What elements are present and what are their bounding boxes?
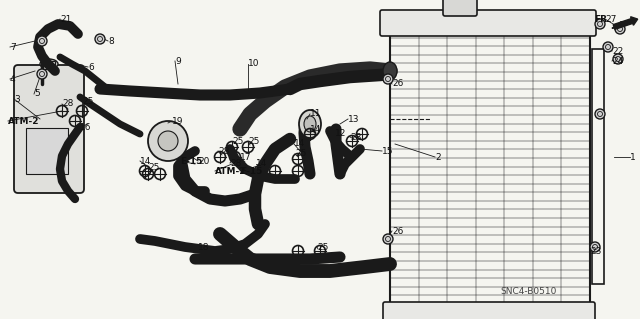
- Circle shape: [148, 121, 188, 161]
- Bar: [390, 29, 590, 304]
- Text: 5: 5: [34, 90, 40, 99]
- Circle shape: [603, 42, 613, 52]
- Text: 14: 14: [140, 157, 152, 166]
- Text: 12: 12: [335, 130, 346, 138]
- Text: 27: 27: [605, 14, 616, 24]
- Text: ATM-2: ATM-2: [8, 116, 40, 125]
- Text: 14: 14: [294, 139, 305, 149]
- Text: 28: 28: [350, 132, 362, 142]
- Text: 2: 2: [435, 152, 440, 161]
- Text: 22: 22: [612, 47, 623, 56]
- Text: 23: 23: [590, 247, 602, 256]
- Circle shape: [613, 54, 623, 64]
- Text: 25: 25: [148, 162, 159, 172]
- Text: 18: 18: [198, 242, 209, 251]
- Text: 28: 28: [62, 100, 74, 108]
- Circle shape: [383, 74, 393, 84]
- FancyBboxPatch shape: [443, 0, 477, 16]
- Circle shape: [590, 242, 600, 252]
- Text: 19: 19: [172, 116, 184, 125]
- FancyBboxPatch shape: [383, 302, 595, 319]
- Text: 14: 14: [310, 124, 321, 133]
- Text: 13: 13: [348, 115, 360, 123]
- Text: 9: 9: [175, 56, 180, 65]
- Circle shape: [95, 34, 105, 44]
- Ellipse shape: [304, 116, 316, 132]
- Text: 25: 25: [317, 242, 328, 251]
- Text: 7: 7: [10, 42, 16, 51]
- Bar: [592, 49, 604, 284]
- Text: 28: 28: [230, 159, 241, 167]
- Circle shape: [158, 131, 178, 151]
- Text: 3: 3: [14, 94, 20, 103]
- Ellipse shape: [383, 62, 397, 80]
- FancyArrow shape: [613, 17, 637, 29]
- Text: 25: 25: [295, 150, 307, 159]
- Text: 26: 26: [392, 226, 403, 235]
- Text: SNC4-B0510: SNC4-B0510: [500, 286, 556, 295]
- Text: 10: 10: [248, 60, 259, 69]
- Text: 16: 16: [80, 122, 92, 131]
- Text: 25: 25: [248, 137, 259, 145]
- Circle shape: [595, 19, 605, 29]
- Ellipse shape: [40, 59, 58, 69]
- Text: 26: 26: [392, 79, 403, 88]
- Text: 6: 6: [88, 63, 93, 71]
- Text: 21: 21: [60, 14, 72, 24]
- Text: 24: 24: [612, 56, 623, 65]
- Text: E-15: E-15: [240, 167, 262, 175]
- Ellipse shape: [299, 110, 321, 138]
- Text: 8: 8: [108, 36, 114, 46]
- Text: 20: 20: [198, 157, 209, 166]
- Bar: [26, 129, 68, 174]
- Text: 17: 17: [240, 152, 252, 161]
- Bar: [43, 61, 55, 69]
- Circle shape: [37, 69, 47, 79]
- Circle shape: [383, 234, 393, 244]
- Text: ATM-2: ATM-2: [215, 167, 246, 175]
- FancyBboxPatch shape: [14, 65, 84, 193]
- Text: 15: 15: [382, 146, 394, 155]
- Text: 14: 14: [256, 160, 268, 168]
- Text: 25: 25: [232, 137, 243, 145]
- Text: E-15: E-15: [180, 157, 202, 166]
- FancyBboxPatch shape: [380, 10, 596, 36]
- Circle shape: [615, 24, 625, 34]
- Text: 11: 11: [310, 109, 321, 118]
- Text: 1: 1: [630, 152, 636, 161]
- Circle shape: [37, 36, 47, 46]
- Text: 4: 4: [10, 75, 15, 84]
- Text: 28: 28: [218, 146, 229, 155]
- Text: 25: 25: [82, 97, 93, 106]
- Text: FR.: FR.: [594, 14, 611, 24]
- Circle shape: [595, 109, 605, 119]
